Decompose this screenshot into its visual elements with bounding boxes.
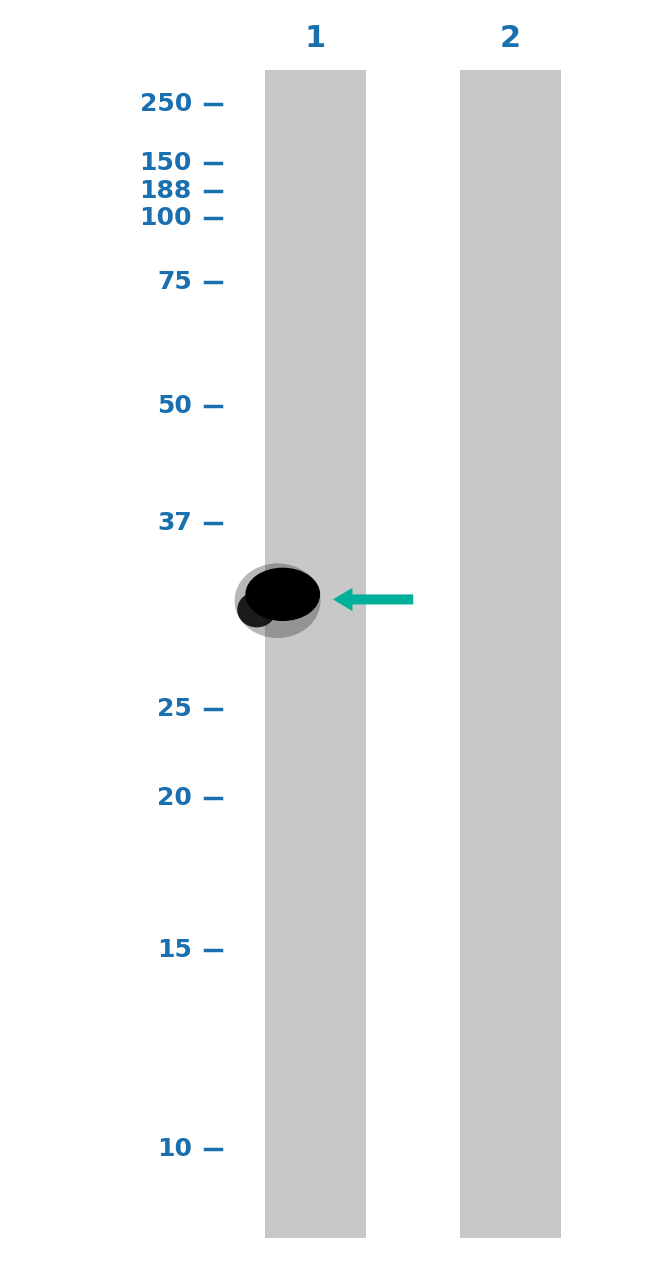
Text: 2: 2 xyxy=(500,24,521,52)
Text: 10: 10 xyxy=(157,1138,192,1161)
Text: 15: 15 xyxy=(157,939,192,961)
Text: 20: 20 xyxy=(157,786,192,809)
Text: 75: 75 xyxy=(157,271,192,293)
Ellipse shape xyxy=(235,564,320,638)
Text: 100: 100 xyxy=(139,207,192,230)
Text: 150: 150 xyxy=(139,151,192,174)
Ellipse shape xyxy=(237,592,276,627)
Text: 1: 1 xyxy=(305,24,326,52)
Bar xyxy=(265,70,365,1238)
Text: 50: 50 xyxy=(157,395,192,418)
Bar xyxy=(460,70,560,1238)
Text: 37: 37 xyxy=(157,512,192,535)
Text: 25: 25 xyxy=(157,697,192,720)
Text: 188: 188 xyxy=(140,179,192,202)
Ellipse shape xyxy=(246,568,320,621)
Text: 250: 250 xyxy=(140,93,192,116)
